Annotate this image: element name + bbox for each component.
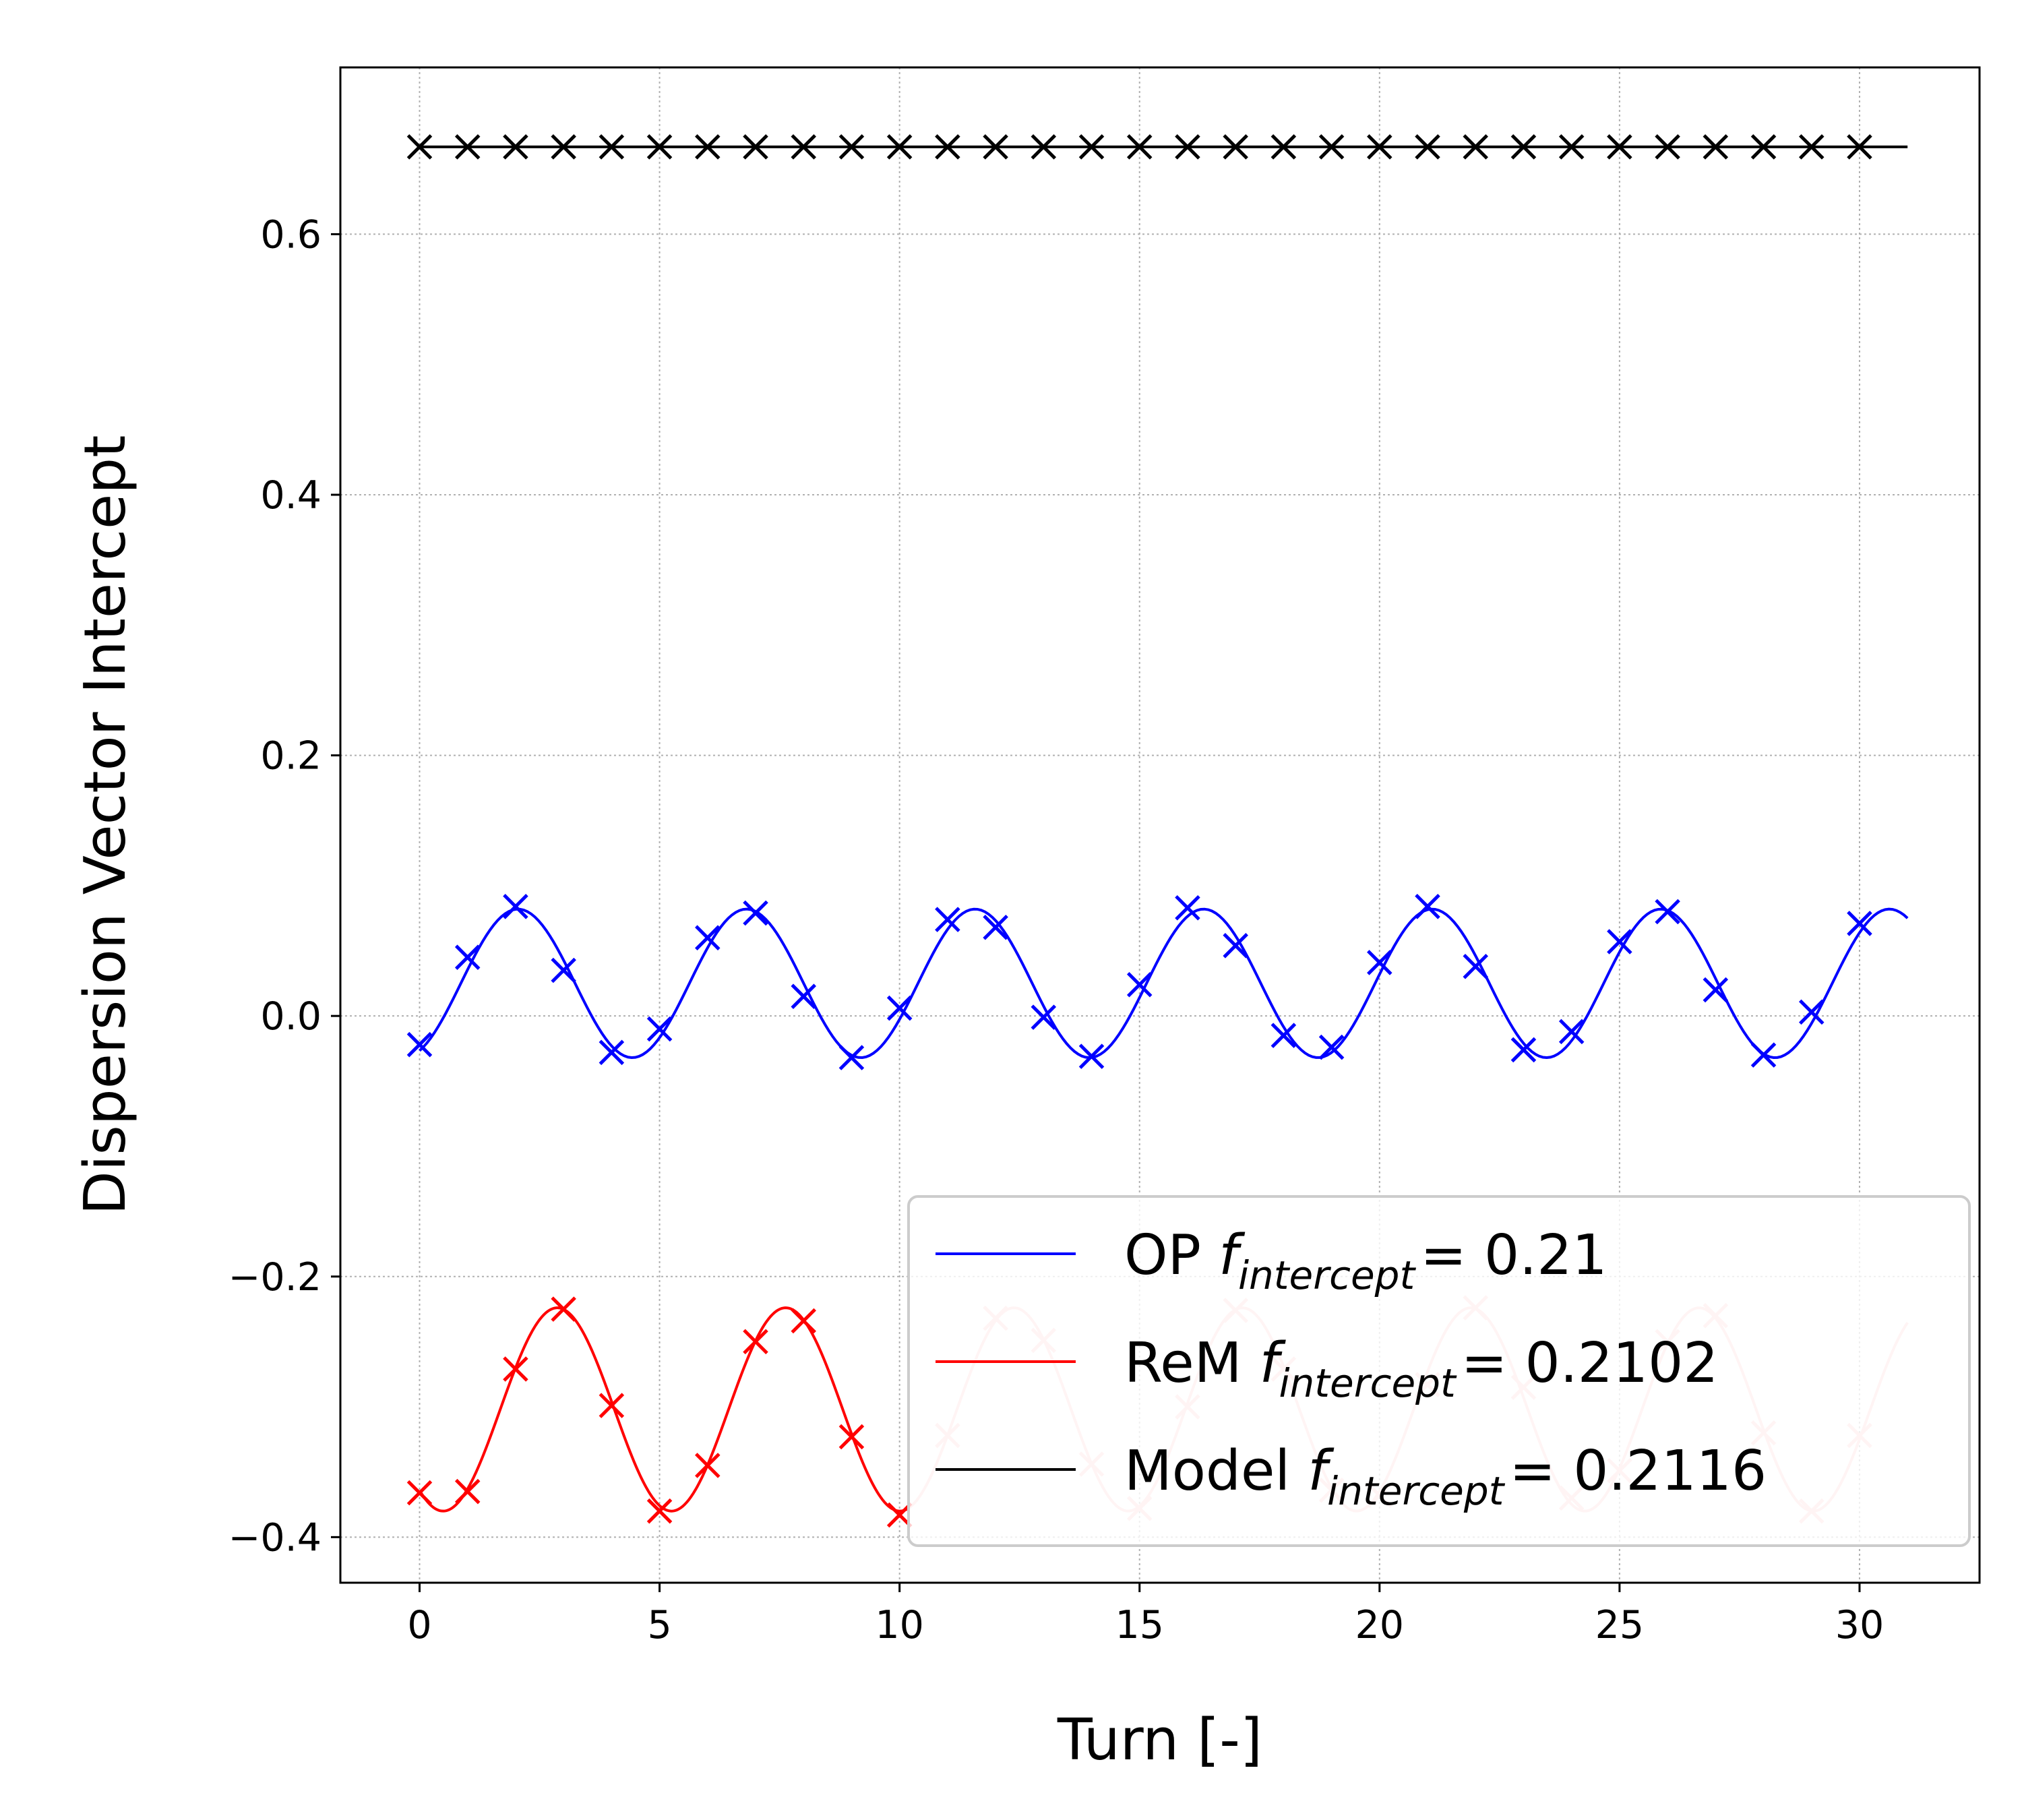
- op-point: [406, 1031, 433, 1058]
- rem-point: [646, 1498, 673, 1524]
- op-point: [1223, 933, 1248, 959]
- y-tick-label: 0.0: [260, 994, 321, 1039]
- op-point: [1270, 1023, 1297, 1048]
- x-tick-label: 0: [407, 1603, 431, 1647]
- op-point: [599, 1039, 625, 1066]
- op-point: [551, 957, 576, 983]
- x-tick-label: 20: [1355, 1603, 1405, 1647]
- op-point: [1558, 1019, 1585, 1045]
- model-point: [935, 134, 960, 160]
- op-point: [646, 1016, 673, 1042]
- y-tick-label: 0.4: [260, 473, 321, 518]
- op-point: [1126, 972, 1153, 998]
- rem-point: [599, 1393, 625, 1418]
- model-point: [1223, 134, 1248, 160]
- x-tick-label: 15: [1115, 1603, 1164, 1647]
- op-point: [1655, 899, 1680, 925]
- x-tick-label: 5: [647, 1603, 671, 1647]
- model-point: [1607, 134, 1632, 160]
- op-point: [1175, 894, 1200, 921]
- rem-fit-line: [418, 1306, 911, 1513]
- rem-point: [886, 1502, 913, 1528]
- model-point: [599, 134, 625, 160]
- op-point: [1463, 953, 1489, 979]
- model-point: [1750, 134, 1777, 160]
- axes-ticks: 0 5 10 15 20 25 30 −0.4 −0.2 0.0 0.2 0.4 0.6: [228, 212, 1885, 1647]
- legend-entry-rem: ReM fintercept= 0.2102: [1124, 1331, 1718, 1406]
- model-point: [695, 134, 721, 160]
- op-point: [503, 894, 528, 919]
- op-point: [1798, 999, 1825, 1025]
- rem-point: [454, 1478, 481, 1505]
- model-point: [983, 134, 1008, 160]
- rem-point: [743, 1329, 768, 1355]
- op-point: [983, 914, 1008, 940]
- model-point: [1655, 134, 1680, 160]
- rem-point: [406, 1480, 433, 1506]
- model-point: [1847, 134, 1872, 160]
- op-point: [838, 1045, 865, 1070]
- y-tick-label: −0.4: [228, 1515, 321, 1560]
- model-point: [1415, 134, 1440, 160]
- op-point: [695, 925, 721, 950]
- model-point: [1126, 134, 1153, 160]
- model-point: [646, 134, 673, 160]
- y-tick-label: 0.6: [260, 212, 321, 257]
- model-point: [1367, 134, 1392, 160]
- model-point: [791, 134, 816, 160]
- op-point: [1318, 1034, 1345, 1060]
- op-point: [1367, 950, 1392, 975]
- model-point: [1463, 134, 1489, 160]
- model-point: [1558, 134, 1585, 160]
- op-point: [1703, 977, 1729, 1003]
- model-point: [1318, 134, 1345, 160]
- model-point: [406, 134, 433, 160]
- model-point: [551, 134, 576, 160]
- model-point: [1703, 134, 1729, 160]
- y-tick-label: 0.2: [260, 734, 321, 779]
- model-point: [886, 134, 913, 160]
- rem-point: [791, 1308, 816, 1334]
- legend-entry-model: Model fintercept= 0.2116: [1124, 1439, 1767, 1514]
- model-point: [503, 134, 528, 160]
- x-tick-label: 30: [1835, 1603, 1885, 1647]
- x-tick-label: 25: [1595, 1603, 1645, 1647]
- rem-point: [838, 1424, 865, 1450]
- model-point: [454, 134, 481, 160]
- op-point: [1750, 1042, 1777, 1068]
- op-point: [454, 944, 481, 970]
- model-point: [1270, 134, 1297, 160]
- y-axis-label: Dispersion Vector Intercept: [72, 435, 139, 1215]
- model-point: [1175, 134, 1200, 160]
- op-fit-line: [419, 907, 1909, 1060]
- model-point: [1798, 134, 1825, 160]
- op-point: [1510, 1037, 1537, 1063]
- x-axis-label: Turn [-]: [1057, 1707, 1262, 1773]
- rem-point: [551, 1296, 576, 1322]
- op-point: [1415, 894, 1440, 919]
- rem-point: [695, 1453, 721, 1478]
- legend-entry-op: OP fintercept= 0.21: [1124, 1223, 1607, 1298]
- model-point: [1510, 134, 1537, 160]
- legend: OP fintercept= 0.21 ReM fintercept= 0.210…: [907, 1195, 1971, 1547]
- y-tick-label: −0.2: [228, 1255, 321, 1300]
- rem-point: [503, 1356, 528, 1382]
- op-point: [1607, 929, 1632, 954]
- legend-box: [907, 1195, 1971, 1547]
- op-point: [1031, 1004, 1057, 1030]
- plot-frame: [339, 66, 1981, 1584]
- model-point: [1078, 134, 1105, 160]
- model-point: [1031, 134, 1057, 160]
- op-point: [1078, 1043, 1105, 1069]
- model-point: [743, 134, 768, 160]
- op-point: [935, 907, 960, 932]
- x-tick-label: 10: [875, 1603, 924, 1647]
- op-point: [886, 995, 913, 1021]
- model-point: [838, 134, 865, 160]
- op-point: [791, 983, 816, 1009]
- op-point: [743, 900, 768, 926]
- op-point: [1847, 911, 1872, 936]
